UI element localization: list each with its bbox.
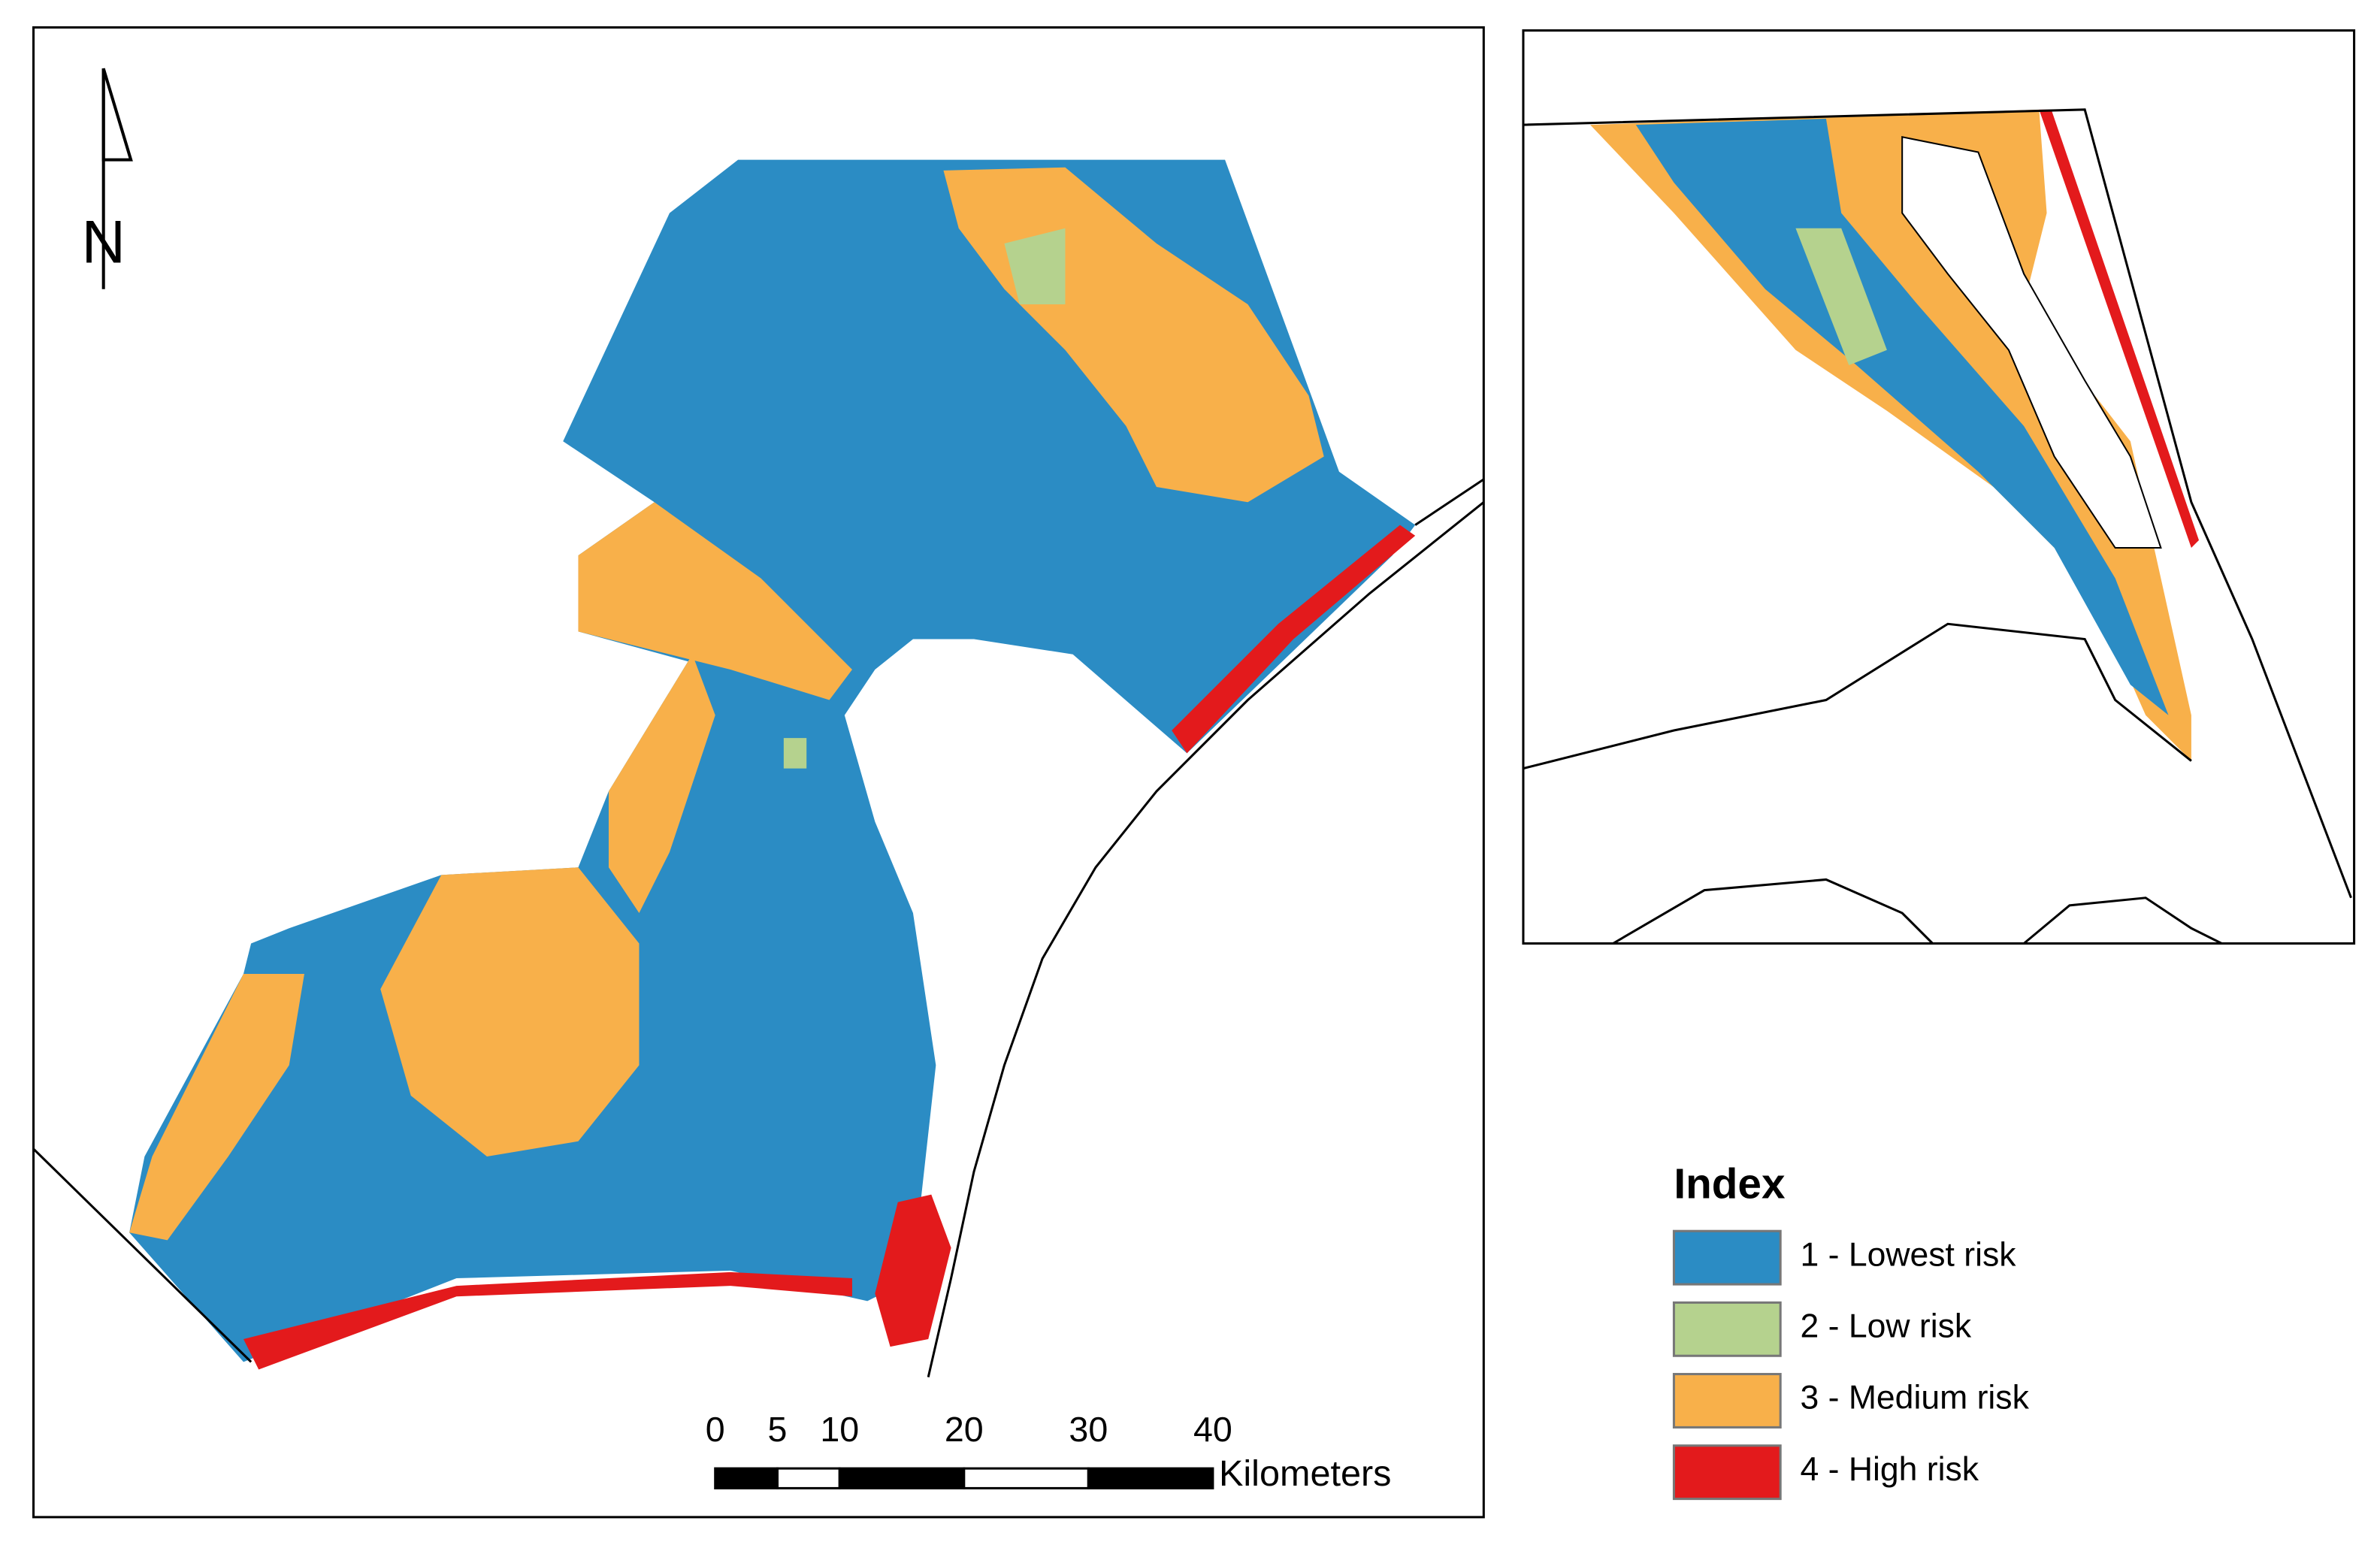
inset-map [1522,29,2356,945]
high-risk-area [2039,109,2200,549]
high-risk-area [243,1271,852,1370]
sound [1901,136,2162,549]
coastline [927,501,1485,1377]
high-risk-area [875,1194,951,1347]
legend-swatch [1672,1444,1782,1501]
legend-swatch [1672,1301,1782,1357]
medium-risk-area [1590,109,2191,761]
boundary [2023,896,2223,945]
scale-tick-label: 20 [945,1410,984,1449]
boundary [1523,622,2192,770]
legend-label: 4 - High risk [1800,1451,1979,1488]
low-risk-area [1004,228,1066,305]
medium-risk-area [380,867,640,1156]
scale-segment [1087,1467,1214,1489]
low-risk-area [1795,228,1887,366]
medium-risk-area [578,502,852,700]
coastline [32,1147,253,1363]
scale-segment [838,1467,966,1489]
legend-swatch [1672,1229,1782,1286]
boundary [1523,108,2352,899]
scale-segment [714,1467,779,1489]
scale-tick-label: 30 [1069,1410,1108,1449]
legend-label: 2 - Low risk [1800,1308,1971,1345]
scale-segment [963,1467,1090,1489]
lowest-risk-area [1635,118,2169,715]
legend-label: 1 - Lowest risk [1800,1236,2016,1273]
scale-tick-label: 0 [706,1410,725,1449]
main-map: N 0 5 10 20 30 40 Kilometers [32,26,1485,1519]
scale-unit: Kilometers [1219,1453,1391,1494]
scale-segment [776,1467,841,1489]
north-label: N [81,208,125,276]
scale-tick-label: 40 [1193,1410,1232,1449]
boundary [1612,878,1934,945]
legend-label: 3 - Medium risk [1800,1380,2029,1417]
medium-risk-area [608,654,715,914]
medium-risk-area [129,974,304,1241]
low-risk-area [783,738,807,769]
scale-bar: 0 5 10 20 30 40 Kilometers [706,1410,1392,1494]
north-arrow-head [101,68,133,162]
legend-swatch [1672,1373,1782,1429]
legend-title: Index [1674,1160,1786,1208]
coastline [1414,478,1485,526]
scale-tick-label: 5 [768,1410,788,1449]
legend: Index 1 - Lowest risk 2 - Low risk 3 - Med… [1672,1160,2030,1501]
scale-tick-label: 10 [820,1410,859,1449]
